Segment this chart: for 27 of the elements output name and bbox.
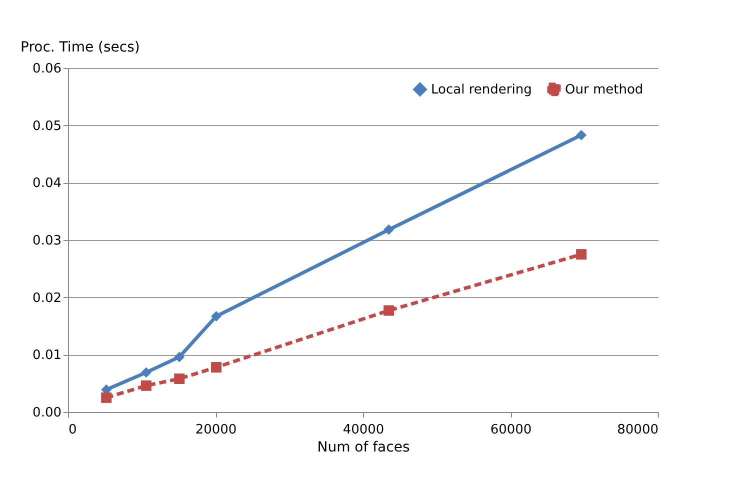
point: [576, 130, 587, 140]
point: [384, 305, 394, 316]
y-tick-label: 0.02: [32, 290, 62, 306]
y-tick-label: 0.05: [32, 118, 62, 134]
legend-label: Our method: [565, 82, 644, 98]
point: [576, 249, 587, 260]
y-axis-title: Proc. Time (secs): [20, 40, 140, 56]
y-tick-label: 0.04: [32, 176, 62, 192]
y-tick-label: 0.03: [32, 234, 62, 248]
point: [210, 311, 222, 322]
point: [384, 224, 394, 235]
point: [174, 352, 185, 362]
x-tick-label: 40000: [342, 422, 384, 438]
x-tick-label: 0: [68, 422, 77, 438]
legend-label: Local rendering: [431, 82, 532, 98]
point: [174, 374, 185, 384]
y-tick-label: 0.01: [32, 348, 62, 364]
x-axis-title: Num of faces: [317, 440, 410, 456]
x-tick-label: 20000: [195, 422, 237, 438]
point: [210, 362, 222, 373]
y-tick-label: 0.00: [32, 406, 62, 420]
x-tick-label: 60000: [490, 422, 532, 438]
point: [140, 380, 152, 391]
point: [101, 392, 112, 403]
y-tick-label: 0.06: [32, 62, 62, 76]
x-tick-label: 80000: [617, 422, 658, 438]
point: [140, 367, 152, 378]
